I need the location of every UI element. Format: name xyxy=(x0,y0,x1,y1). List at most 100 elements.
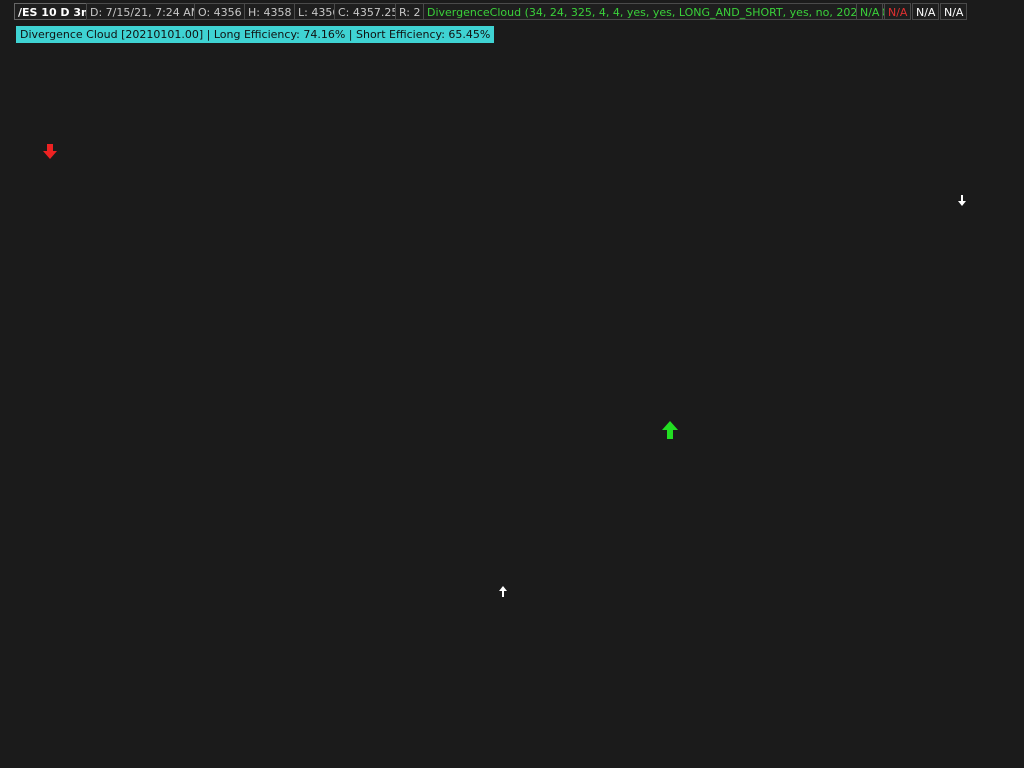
study-label[interactable]: DivergenceCloud (34, 24, 325, 4, 4, yes,… xyxy=(423,3,901,20)
volume-bar xyxy=(385,719,390,745)
candle-body xyxy=(146,292,152,321)
candle-body xyxy=(407,429,413,458)
volume-bar xyxy=(538,731,543,745)
cloud-segment xyxy=(268,60,277,505)
candle-body xyxy=(806,292,812,300)
chart-style-button[interactable] xyxy=(980,2,1000,20)
volume-bar xyxy=(791,723,796,745)
cloud-segment xyxy=(467,368,476,601)
cloud-segment xyxy=(252,60,262,471)
volume-bar xyxy=(362,703,367,745)
candle-body xyxy=(691,354,697,362)
cloud-segment xyxy=(367,210,377,540)
y-tick-label: 4310 xyxy=(980,533,1007,545)
volume-bar xyxy=(760,723,765,745)
volume-header xyxy=(13,631,977,653)
candle-body xyxy=(768,306,774,314)
candle-body xyxy=(637,402,643,410)
volume-bar xyxy=(300,690,305,745)
price-panel xyxy=(13,21,977,629)
close-price: C: 4357.25 xyxy=(334,3,403,20)
candle-body xyxy=(62,142,68,157)
cloud-segment xyxy=(743,333,752,587)
cloud-segment xyxy=(897,238,906,410)
x-tick-label: 8:00 xyxy=(253,750,277,762)
candle-body xyxy=(300,470,306,499)
candle-body xyxy=(430,498,436,526)
x-tick-label: 11:00 xyxy=(710,750,740,762)
volume-bar xyxy=(730,727,735,745)
symbol[interactable]: /ES 10 D 3m xyxy=(14,3,97,20)
volume-bar xyxy=(308,707,313,745)
volume-bar xyxy=(239,715,244,745)
volume-bar xyxy=(254,723,259,745)
candle-body xyxy=(898,238,904,252)
cloud-segment xyxy=(314,135,323,540)
cloud-segment xyxy=(835,265,845,444)
cloud-segment xyxy=(298,135,308,519)
volume-bar xyxy=(454,698,459,745)
volume-bar xyxy=(523,727,528,745)
cloud-segment xyxy=(927,197,937,389)
candle-body xyxy=(384,429,390,458)
volume-bar xyxy=(845,731,850,745)
candle-body xyxy=(760,313,766,321)
cloud-segment xyxy=(858,265,868,423)
cloud-segment xyxy=(191,60,200,423)
volume-bar xyxy=(55,707,60,745)
volume-bar xyxy=(883,735,888,745)
na-label: N/A xyxy=(912,3,940,20)
candle-body xyxy=(752,320,758,334)
cloud-segment xyxy=(291,135,300,505)
volume-bar xyxy=(63,682,68,745)
candle-body xyxy=(330,457,336,526)
candle-body xyxy=(315,484,321,512)
cloud-segment xyxy=(237,60,246,471)
cloud-segment xyxy=(99,60,108,232)
volume-bar xyxy=(477,715,482,745)
candle-body xyxy=(415,457,421,471)
volume-bar xyxy=(132,694,137,745)
y-tick-label: 4317.5 xyxy=(980,430,1017,442)
volume-bar xyxy=(24,658,29,745)
volume-bar xyxy=(446,711,451,745)
candle-body xyxy=(85,176,91,184)
candle-body xyxy=(522,525,528,553)
cloud-segment xyxy=(797,265,806,499)
candle-body xyxy=(660,374,666,410)
volume-bar xyxy=(40,690,45,745)
volume-bar xyxy=(178,686,183,745)
candle-body xyxy=(645,402,651,404)
volume-bar xyxy=(830,723,835,745)
candle-body xyxy=(906,224,912,239)
cloud-segment xyxy=(344,169,354,540)
cloud-segment xyxy=(275,60,285,505)
candle-body xyxy=(376,402,382,430)
volume-bar xyxy=(753,727,758,745)
cloud-segment xyxy=(866,265,875,423)
volume-bar xyxy=(592,727,597,745)
cloud-segment xyxy=(874,265,883,410)
cloud-segment xyxy=(690,368,699,601)
volume-bar xyxy=(400,694,405,745)
candle-body xyxy=(423,470,429,499)
y-tick-label: 4315 xyxy=(980,465,1007,477)
volume-bar xyxy=(553,715,558,745)
volume-bar xyxy=(768,731,773,745)
cloud-segment xyxy=(168,60,177,334)
cloud-segment xyxy=(782,299,791,540)
volume-bar xyxy=(860,727,865,745)
cloud-segment xyxy=(176,60,185,334)
cloud-segment xyxy=(429,299,438,574)
x-tick-label: 6:30 xyxy=(23,750,47,762)
cloud-segment xyxy=(229,60,239,423)
candle-body xyxy=(507,552,513,581)
volume-bar xyxy=(293,678,298,745)
candle-body xyxy=(446,511,452,553)
cloud-segment xyxy=(881,265,891,410)
cloud-segment xyxy=(713,347,722,601)
volume-bar xyxy=(32,698,37,745)
volume-bar xyxy=(638,735,643,745)
cloud-segment xyxy=(214,60,223,423)
high-price: H: 4358 xyxy=(244,3,296,20)
